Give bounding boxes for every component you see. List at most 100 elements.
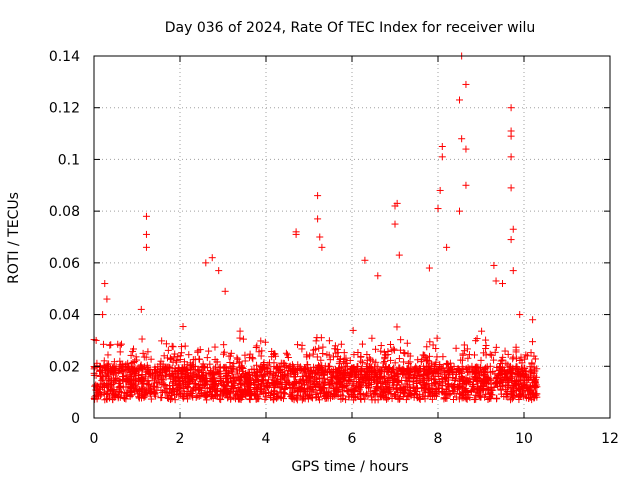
background-point — [396, 384, 404, 392]
background-point — [305, 374, 313, 382]
background-point — [318, 374, 326, 382]
background-point — [193, 392, 201, 400]
background-point — [124, 388, 132, 396]
background-point — [527, 386, 535, 394]
background-point — [395, 395, 403, 403]
background-point — [185, 378, 193, 386]
background-point — [526, 370, 534, 378]
background-point — [212, 369, 220, 377]
background-point — [445, 368, 453, 376]
background-point — [241, 351, 249, 359]
background-point — [456, 389, 464, 397]
background-point — [120, 376, 128, 384]
background-point — [522, 367, 530, 375]
background-point — [362, 367, 370, 375]
data-point — [101, 280, 109, 288]
background-point — [314, 381, 322, 389]
background-point — [472, 370, 480, 378]
background-point — [464, 391, 472, 399]
background-point — [116, 348, 124, 356]
background-point — [227, 395, 235, 403]
background-point — [525, 376, 533, 384]
background-point — [384, 394, 392, 402]
background-point — [471, 373, 479, 381]
background-point — [372, 345, 380, 353]
background-point — [286, 383, 294, 391]
background-point — [317, 356, 325, 364]
background-point — [463, 345, 471, 353]
background-point — [432, 358, 440, 366]
background-point — [203, 396, 211, 404]
background-point — [264, 361, 272, 369]
background-point — [491, 348, 499, 356]
background-point — [299, 388, 307, 396]
background-point — [285, 363, 293, 371]
background-point — [239, 335, 247, 343]
background-point — [476, 385, 484, 393]
background-point — [377, 347, 385, 355]
x-tick-label: 0 — [90, 431, 99, 447]
background-point — [502, 370, 510, 378]
background-point — [260, 365, 268, 373]
background-point — [412, 374, 420, 382]
background-point — [396, 346, 404, 354]
background-point — [357, 366, 365, 374]
background-point — [279, 373, 287, 381]
background-point — [316, 390, 324, 398]
background-point — [458, 363, 466, 371]
background-point — [315, 363, 323, 371]
background-point — [339, 368, 347, 376]
background-point — [310, 346, 318, 354]
background-point — [356, 382, 364, 390]
background-point — [223, 371, 231, 379]
background-point — [246, 350, 254, 358]
background-point — [250, 365, 258, 373]
background-point — [362, 376, 370, 384]
background-point — [357, 396, 365, 404]
background-point — [387, 356, 395, 364]
background-point — [283, 376, 291, 384]
background-point — [407, 392, 415, 400]
background-point — [346, 368, 354, 376]
background-point — [215, 370, 223, 378]
background-point — [517, 364, 525, 372]
data-point — [443, 243, 451, 251]
background-point — [377, 379, 385, 387]
background-point — [497, 385, 505, 393]
background-point — [371, 396, 379, 404]
background-point — [439, 364, 447, 372]
background-point — [384, 351, 392, 359]
data-point — [142, 243, 150, 251]
background-point — [303, 351, 311, 359]
data-point — [507, 104, 515, 112]
background-point — [169, 381, 177, 389]
background-point — [358, 340, 366, 348]
background-point — [153, 378, 161, 386]
background-point — [385, 368, 393, 376]
background-point — [231, 381, 239, 389]
background-point — [433, 353, 441, 361]
background-point — [205, 369, 213, 377]
background-point — [463, 388, 471, 396]
background-point — [185, 351, 193, 359]
background-point — [122, 372, 130, 380]
background-point — [147, 395, 155, 403]
background-point — [417, 371, 425, 379]
data-point — [438, 153, 446, 161]
background-point — [122, 395, 130, 403]
background-point — [516, 356, 524, 364]
background-point — [427, 365, 435, 373]
background-point — [283, 370, 291, 378]
background-point — [399, 383, 407, 391]
background-point — [432, 345, 440, 353]
background-point — [309, 385, 317, 393]
background-point — [522, 351, 530, 359]
background-point — [334, 388, 342, 396]
background-point — [183, 390, 191, 398]
background-point — [103, 371, 111, 379]
background-point — [301, 366, 309, 374]
background-point — [495, 372, 503, 380]
background-point — [329, 373, 337, 381]
background-point — [380, 378, 388, 386]
background-point — [245, 354, 253, 362]
